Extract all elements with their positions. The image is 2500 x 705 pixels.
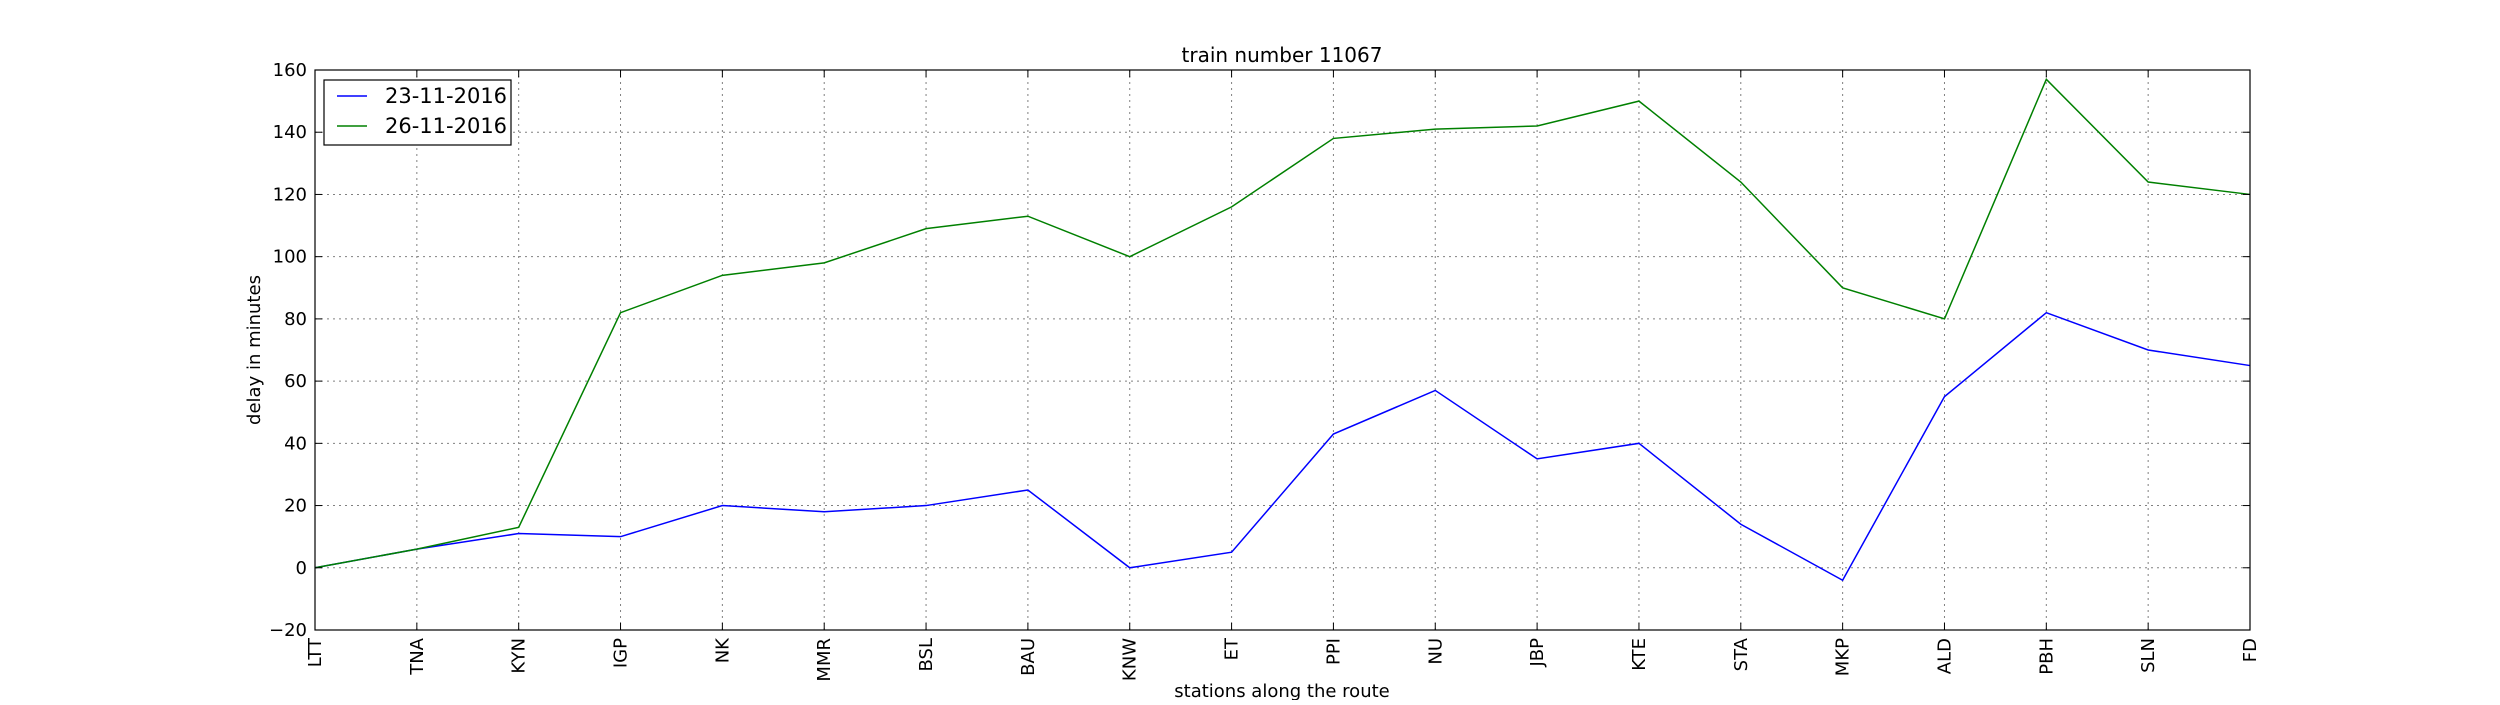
x-tick-label: NK	[712, 637, 733, 663]
legend-label-series-1: 23-11-2016	[385, 84, 507, 108]
y-axis-label: delay in minutes	[244, 275, 265, 425]
x-tick-label: MKP	[1833, 638, 1854, 676]
x-tick-label: ET	[1222, 637, 1243, 660]
x-tick-label: TNA	[407, 637, 428, 675]
legend-label-series-2: 26-11-2016	[385, 114, 507, 138]
y-tick-label: 120	[273, 184, 307, 205]
x-tick-label: SLN	[2138, 638, 2159, 673]
legend-box	[323, 79, 512, 146]
x-tick-label: KTE	[1629, 638, 1650, 671]
x-tick-label: FD	[2240, 638, 2261, 662]
x-tick-label: STA	[1731, 637, 1752, 671]
y-tick-label: 20	[284, 496, 307, 517]
x-tick-label: PPI	[1323, 638, 1344, 665]
x-tick-label: MMR	[814, 638, 835, 682]
x-tick-label: BSL	[916, 638, 937, 672]
chart-title: train number 11067	[1182, 43, 1383, 67]
x-tick-label: JBP	[1527, 638, 1548, 668]
x-axis: LTT TNA KYN IGP NK MMR BSL BAU KNW ET PPI NU JBP KTE S…	[305, 70, 2261, 682]
legend: 23-11-2016 26-11-2016	[323, 79, 512, 146]
x-tick-label: NU	[1425, 638, 1446, 665]
y-tick-label: 40	[284, 433, 307, 454]
y-tick-label: 0	[296, 558, 307, 579]
x-tick-label: ALD	[1934, 638, 1955, 674]
y-tick-label: 160	[273, 60, 307, 81]
y-axis: −20 0 20 40 60 80 100 120 140 160	[269, 60, 2250, 641]
y-tick-label: 60	[284, 371, 307, 392]
x-tick-label: IGP	[611, 638, 632, 668]
plot-frame	[314, 69, 2251, 631]
x-tick-label: BAU	[1018, 638, 1039, 676]
x-tick-label: KNW	[1120, 638, 1141, 681]
x-tick-label: KYN	[509, 638, 530, 674]
x-axis-label: stations along the route	[1174, 681, 1389, 700]
y-tick-label: 140	[273, 122, 307, 143]
y-tick-label: 80	[284, 309, 307, 330]
x-tick-label: LTT	[305, 637, 326, 667]
series-line-1	[314, 311, 2251, 582]
y-tick-label: 100	[273, 247, 307, 268]
x-tick-label: PBH	[2036, 638, 2057, 675]
series-lines	[314, 78, 2251, 582]
y-tick-label: −20	[269, 620, 307, 641]
series-line-2	[314, 78, 2251, 569]
